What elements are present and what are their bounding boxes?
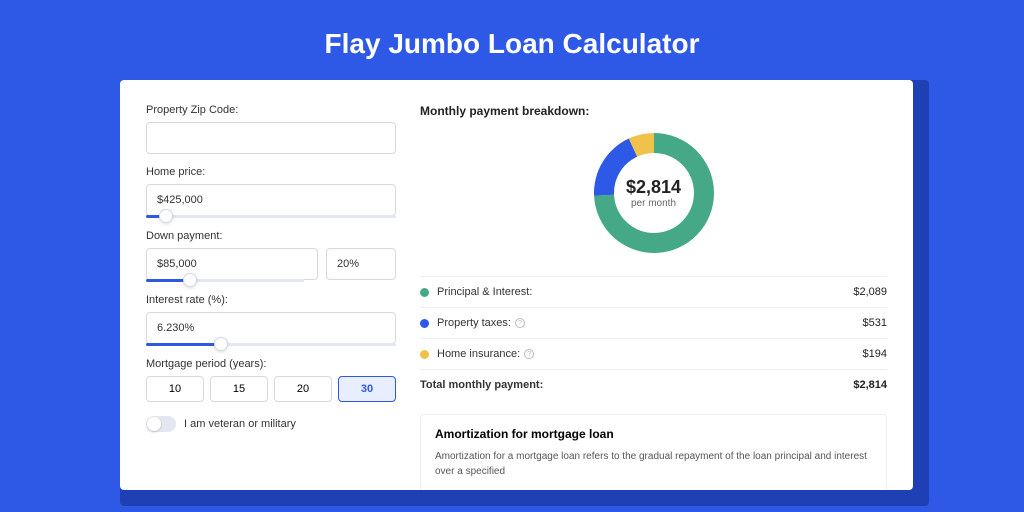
legend-dot: [420, 350, 429, 359]
slider-thumb[interactable]: [159, 209, 173, 223]
period-button-20[interactable]: 20: [274, 376, 332, 402]
down-payment-slider[interactable]: [146, 279, 304, 282]
zip-label: Property Zip Code:: [146, 104, 396, 116]
total-label: Total monthly payment:: [420, 379, 853, 391]
veteran-toggle[interactable]: [146, 416, 176, 432]
page-title: Flay Jumbo Loan Calculator: [0, 0, 1024, 80]
period-label: Mortgage period (years):: [146, 358, 396, 370]
home-price-input[interactable]: [146, 184, 396, 216]
interest-rate-field: Interest rate (%):: [146, 294, 396, 346]
total-value: $2,814: [853, 379, 887, 391]
info-icon[interactable]: ?: [524, 349, 534, 359]
period-button-10[interactable]: 10: [146, 376, 204, 402]
breakdown-list: Principal & Interest:$2,089Property taxe…: [420, 276, 887, 400]
zip-field: Property Zip Code:: [146, 104, 396, 154]
form-column: Property Zip Code: Home price: Down paym…: [146, 104, 396, 490]
amortization-card: Amortization for mortgage loan Amortizat…: [420, 414, 887, 490]
breakdown-value: $2,089: [853, 286, 887, 298]
legend-dot: [420, 288, 429, 297]
amortization-body: Amortization for a mortgage loan refers …: [435, 449, 872, 479]
breakdown-row: Home insurance:?$194: [420, 339, 887, 370]
toggle-knob: [147, 417, 161, 431]
home-price-slider[interactable]: [146, 215, 396, 218]
donut-chart-wrap: $2,814 per month: [420, 128, 887, 258]
donut-center: $2,814 per month: [589, 128, 719, 258]
legend-dot: [420, 319, 429, 328]
breakdown-label: Home insurance:?: [437, 348, 863, 360]
breakdown-label: Property taxes:?: [437, 317, 863, 329]
card-shadow: Property Zip Code: Home price: Down paym…: [120, 80, 929, 506]
donut-sub: per month: [631, 198, 676, 209]
down-payment-pct-input[interactable]: [326, 248, 396, 280]
slider-thumb[interactable]: [214, 337, 228, 351]
donut-amount: $2,814: [626, 177, 681, 198]
breakdown-row: Principal & Interest:$2,089: [420, 277, 887, 308]
breakdown-value: $531: [863, 317, 887, 329]
interest-rate-label: Interest rate (%):: [146, 294, 396, 306]
down-payment-input[interactable]: [146, 248, 318, 280]
breakdown-label: Principal & Interest:: [437, 286, 853, 298]
breakdown-total-row: Total monthly payment:$2,814: [420, 370, 887, 400]
breakdown-value: $194: [863, 348, 887, 360]
home-price-field: Home price:: [146, 166, 396, 218]
breakdown-title: Monthly payment breakdown:: [420, 104, 887, 118]
donut-chart: $2,814 per month: [589, 128, 719, 258]
breakdown-row: Property taxes:?$531: [420, 308, 887, 339]
period-field: Mortgage period (years): 10152030: [146, 358, 396, 402]
calculator-card: Property Zip Code: Home price: Down paym…: [120, 80, 913, 490]
period-button-15[interactable]: 15: [210, 376, 268, 402]
period-button-30[interactable]: 30: [338, 376, 396, 402]
info-icon[interactable]: ?: [515, 318, 525, 328]
veteran-label: I am veteran or military: [184, 418, 296, 430]
amortization-title: Amortization for mortgage loan: [435, 427, 872, 441]
zip-input[interactable]: [146, 122, 396, 154]
veteran-row: I am veteran or military: [146, 416, 396, 432]
down-payment-field: Down payment:: [146, 230, 396, 282]
down-payment-label: Down payment:: [146, 230, 396, 242]
slider-thumb[interactable]: [183, 273, 197, 287]
interest-rate-input[interactable]: [146, 312, 396, 344]
breakdown-column: Monthly payment breakdown: $2,814 per mo…: [420, 104, 887, 490]
interest-rate-slider[interactable]: [146, 343, 396, 346]
home-price-label: Home price:: [146, 166, 396, 178]
